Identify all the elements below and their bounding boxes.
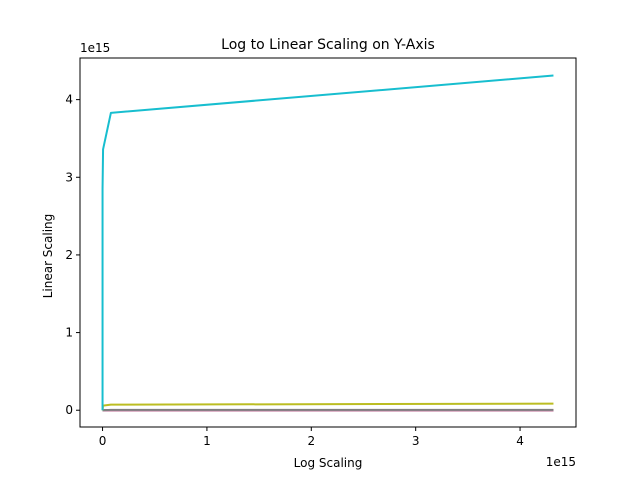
y-tick-label: 1 (65, 326, 73, 340)
series-line-10 (101, 74, 554, 411)
y-axis-ticks: 0 1 2 3 4 (65, 93, 80, 417)
x-axis-label: Log Scaling (294, 456, 363, 470)
y-tick-label: 4 (65, 93, 73, 107)
y-axis-offset-text: 1e15 (80, 41, 110, 55)
y-tick-label: 0 (65, 403, 73, 417)
y-tick-label: 2 (65, 248, 73, 262)
y-axis-label: Linear Scaling (41, 214, 55, 299)
x-tick-label: 1 (203, 434, 211, 448)
y-tick-label: 3 (65, 170, 73, 184)
x-axis-ticks: 0 1 2 3 4 (99, 427, 524, 448)
x-tick-label: 0 (99, 434, 107, 448)
axes-frame (79, 57, 577, 428)
x-axis-offset-text: 1e15 (546, 455, 576, 469)
x-tick-label: 2 (307, 434, 315, 448)
x-tick-label: 3 (412, 434, 420, 448)
series-layer (101, 74, 554, 412)
x-tick-label: 4 (516, 434, 524, 448)
chart-title: Log to Linear Scaling on Y-Axis (221, 37, 435, 53)
